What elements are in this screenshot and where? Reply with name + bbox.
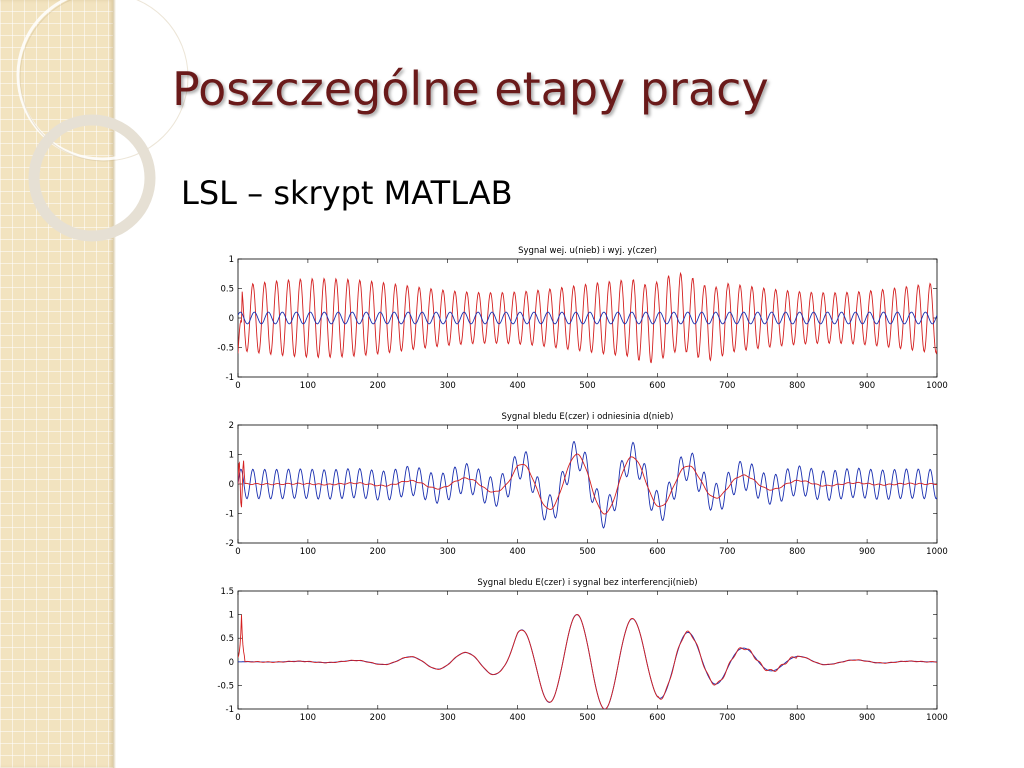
matlab-figure: Sygnal wej. u(nieb) i wyj. y(czer)0 100 20… [217,246,948,723]
decor-ring [28,114,156,242]
x-tick-label: 1000 [926,547,948,557]
subplot-2: Sygnal bledu E(czer) i odniesinia d(nieb… [226,412,948,557]
x-tick-label: 0 [235,713,240,723]
y-tick-label: 0.5 [220,285,234,295]
x-tick-label: 700 [719,713,735,723]
y-tick-label: 2 [229,421,234,431]
subplot-title: Sygnal bledu E(czer) i sygnal bez interf… [477,578,697,588]
x-tick-label: 600 [649,381,665,391]
y-tick-label: -1 [226,510,234,520]
y-tick-label: -1 [226,373,234,383]
slide-title: Poszczególne etapy pracy [172,62,769,116]
x-tick-label: 800 [789,547,805,557]
series-red-error [238,614,937,709]
slide-subtitle: LSL – skrypt MATLAB [181,174,513,212]
axes-box [237,590,938,710]
x-tick-label: 1000 [926,713,948,723]
series-red-output [238,271,937,364]
x-tick-label: 400 [509,547,525,557]
x-tick-label: 400 [509,381,525,391]
x-tick-label: 600 [649,713,665,723]
series-blue-reference [238,440,937,529]
x-tick-label: 900 [859,713,875,723]
x-tick-label: 900 [859,547,875,557]
y-tick-label: -0.5 [217,344,234,354]
series-blue-input [238,311,937,325]
y-tick-label: 0 [229,658,234,668]
sidebar-edge [113,0,116,768]
x-tick-label: 800 [789,713,805,723]
x-tick-label: 100 [300,713,316,723]
x-tick-label: 600 [649,547,665,557]
subplot-title: Sygnal wej. u(nieb) i wyj. y(czer) [518,246,657,256]
y-tick-label: 0 [229,480,234,490]
subplot-1: Sygnal wej. u(nieb) i wyj. y(czer) 0 100 20… [217,246,947,391]
x-tick-label: 300 [440,381,456,391]
x-tick-label: 300 [440,547,456,557]
x-tick-label: 900 [859,381,875,391]
x-tick-label: 300 [440,713,456,723]
y-tick-label: 1 [229,611,234,621]
y-tick-label: -1 [226,705,234,715]
x-tick-label: 0 [235,381,240,391]
subplot-title: Sygnal bledu E(czer) i odniesinia d(nieb… [501,412,673,422]
y-tick-label: 0 [229,314,234,324]
x-tick-label: 500 [579,713,595,723]
decor-circle-large [16,0,188,161]
decorative-circles [16,0,189,242]
x-tick-label: 400 [509,713,525,723]
x-tick-label: 200 [370,547,386,557]
x-tick-label: 100 [300,381,316,391]
y-tick-label: -0.5 [217,681,234,691]
x-tick-label: 200 [370,713,386,723]
decor-circle-shadow [19,0,189,162]
x-tick-label: 0 [235,547,240,557]
x-tick-label: 500 [579,547,595,557]
y-tick-label: 1.5 [220,587,234,597]
subplot-3: Sygnal bledu E(czer) i sygnal bez interf… [217,578,947,723]
y-tick-label: 0.5 [220,634,234,644]
y-tick-label: -2 [226,539,234,549]
x-tick-label: 500 [579,381,595,391]
series-red-error [238,453,937,515]
x-tick-label: 200 [370,381,386,391]
x-tick-label: 100 [300,547,316,557]
x-tick-label: 800 [789,381,805,391]
y-tick-label: 1 [229,255,234,265]
y-tick-label: 1 [229,451,234,461]
x-tick-label: 700 [719,547,735,557]
x-tick-label: 1000 [926,381,948,391]
x-tick-label: 700 [719,381,735,391]
